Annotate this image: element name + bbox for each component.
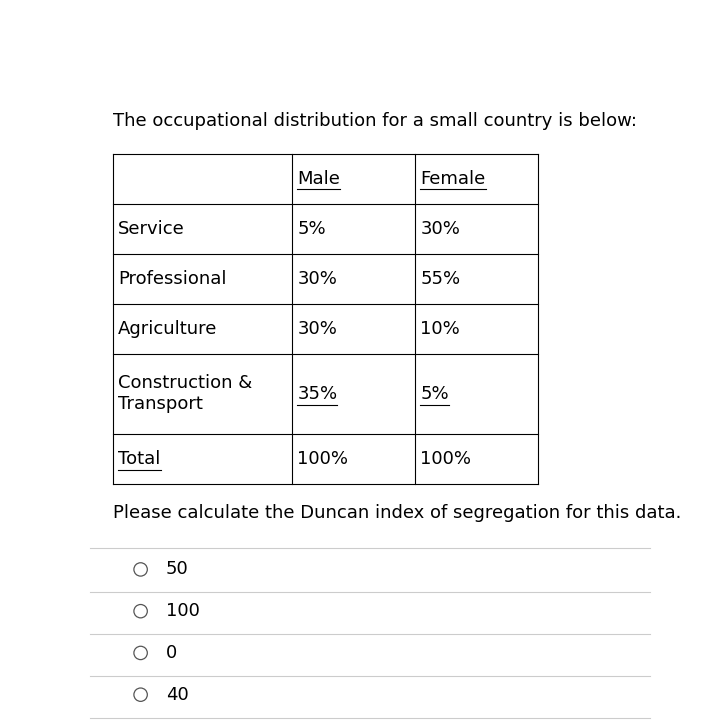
Text: 5%: 5% bbox=[420, 385, 449, 403]
Text: 10%: 10% bbox=[420, 320, 460, 338]
Text: 100%: 100% bbox=[297, 450, 348, 469]
Text: 0: 0 bbox=[166, 644, 177, 662]
Text: The occupational distribution for a small country is below:: The occupational distribution for a smal… bbox=[113, 112, 637, 130]
Text: Agriculture: Agriculture bbox=[118, 320, 217, 338]
Text: 30%: 30% bbox=[297, 320, 337, 338]
Text: 5%: 5% bbox=[297, 220, 326, 238]
Text: 30%: 30% bbox=[420, 220, 460, 238]
Text: 30%: 30% bbox=[297, 270, 337, 288]
Text: 100: 100 bbox=[166, 602, 200, 620]
Text: Service: Service bbox=[118, 220, 185, 238]
Text: Transport: Transport bbox=[118, 395, 203, 413]
Text: 100%: 100% bbox=[420, 450, 471, 469]
Text: 40: 40 bbox=[166, 685, 188, 703]
Text: Construction &: Construction & bbox=[118, 375, 253, 393]
Text: Female: Female bbox=[420, 170, 486, 187]
Text: Professional: Professional bbox=[118, 270, 227, 288]
Text: Male: Male bbox=[297, 170, 340, 187]
Text: 55%: 55% bbox=[420, 270, 461, 288]
Text: Please calculate the Duncan index of segregation for this data.: Please calculate the Duncan index of seg… bbox=[113, 504, 681, 522]
Text: 50: 50 bbox=[166, 560, 188, 578]
Text: 35%: 35% bbox=[297, 385, 337, 403]
Text: Total: Total bbox=[118, 450, 160, 469]
